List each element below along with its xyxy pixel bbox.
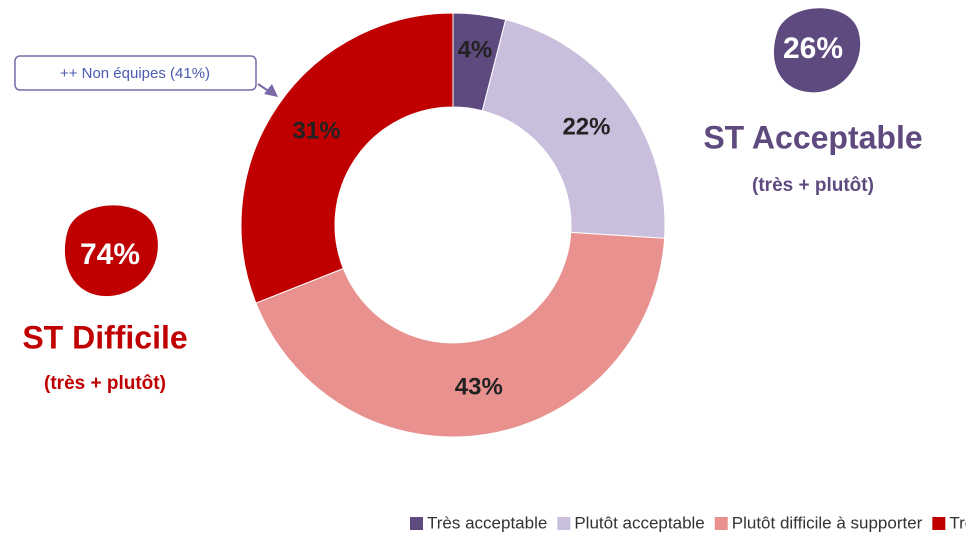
data-label: 4% [458, 37, 493, 64]
legend-swatch [557, 517, 571, 530]
difficile-subtitle: (très + plutôt) [44, 373, 166, 394]
badge [773, 8, 861, 93]
donut-segment [255, 231, 666, 438]
callout-box [14, 55, 257, 91]
difficile-total: 74% [80, 238, 140, 271]
acceptable-total: 26% [783, 32, 843, 65]
legend-label: Très difficile à supporter [949, 513, 966, 532]
badge [64, 205, 158, 297]
acceptable-title: ST Acceptable [703, 119, 922, 155]
acceptable-subtitle: (très + plutôt) [752, 175, 874, 196]
callout-arrowhead [264, 84, 278, 97]
difficile-title: ST Difficile [22, 319, 187, 355]
legend-swatch [410, 517, 423, 530]
legend-swatch [714, 517, 728, 530]
donut-segment [240, 12, 454, 304]
data-label: 31% [293, 118, 341, 145]
data-label: 22% [562, 113, 610, 140]
data-label: 43% [455, 373, 503, 400]
callout-text: ++ Non équipes (41%) [60, 65, 210, 82]
donut-segment [481, 19, 666, 239]
legend-swatch [932, 517, 946, 530]
legend-label: Plutôt difficile à supporter [732, 513, 923, 532]
legend-label: Plutôt acceptable [574, 513, 704, 532]
legend-label: Très acceptable [427, 513, 547, 532]
